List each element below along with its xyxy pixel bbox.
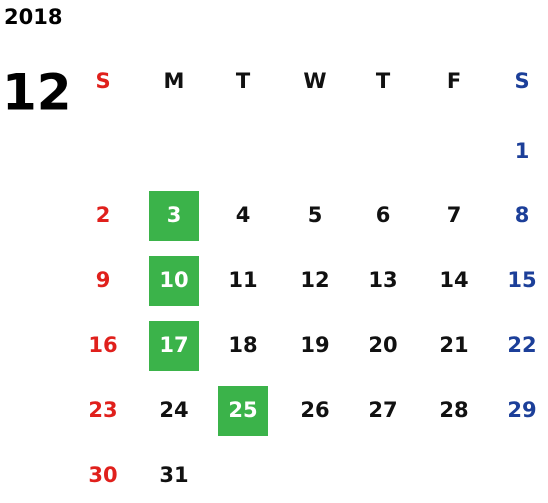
weekday-label: T xyxy=(236,69,251,93)
day-highlight xyxy=(149,256,199,306)
month: 12 xyxy=(2,64,72,122)
day: 21 xyxy=(439,333,468,357)
day: 3 xyxy=(167,203,182,227)
year: 2018 xyxy=(4,5,62,29)
day: 9 xyxy=(96,268,111,292)
weekday-label: F xyxy=(447,69,461,93)
day: 7 xyxy=(447,203,462,227)
day: 10 xyxy=(159,268,188,292)
day-highlight xyxy=(149,191,199,241)
day: 6 xyxy=(376,203,391,227)
weekday-label: S xyxy=(95,69,110,93)
day: 14 xyxy=(439,268,468,292)
day: 2 xyxy=(96,203,111,227)
day: 11 xyxy=(228,268,257,292)
day: 16 xyxy=(88,333,117,357)
day: 12 xyxy=(300,268,329,292)
weekday-label: S xyxy=(514,69,529,93)
day: 27 xyxy=(368,398,397,422)
day: 25 xyxy=(228,398,257,422)
day-highlight xyxy=(218,386,268,436)
day: 8 xyxy=(515,203,530,227)
weekday-label: M xyxy=(164,69,185,93)
day: 23 xyxy=(88,398,117,422)
weekday-label: T xyxy=(376,69,391,93)
day-highlight xyxy=(149,321,199,371)
day: 24 xyxy=(159,398,188,422)
day: 15 xyxy=(507,268,536,292)
day: 5 xyxy=(308,203,323,227)
day: 29 xyxy=(507,398,536,422)
day: 26 xyxy=(300,398,329,422)
day: 19 xyxy=(300,333,329,357)
day: 13 xyxy=(368,268,397,292)
day: 28 xyxy=(439,398,468,422)
day: 20 xyxy=(368,333,397,357)
day: 1 xyxy=(515,139,530,163)
day: 31 xyxy=(159,463,188,487)
day: 17 xyxy=(159,333,188,357)
day: 22 xyxy=(507,333,536,357)
day: 4 xyxy=(236,203,251,227)
day: 18 xyxy=(228,333,257,357)
day: 30 xyxy=(88,463,117,487)
weekday-label: W xyxy=(303,69,326,93)
